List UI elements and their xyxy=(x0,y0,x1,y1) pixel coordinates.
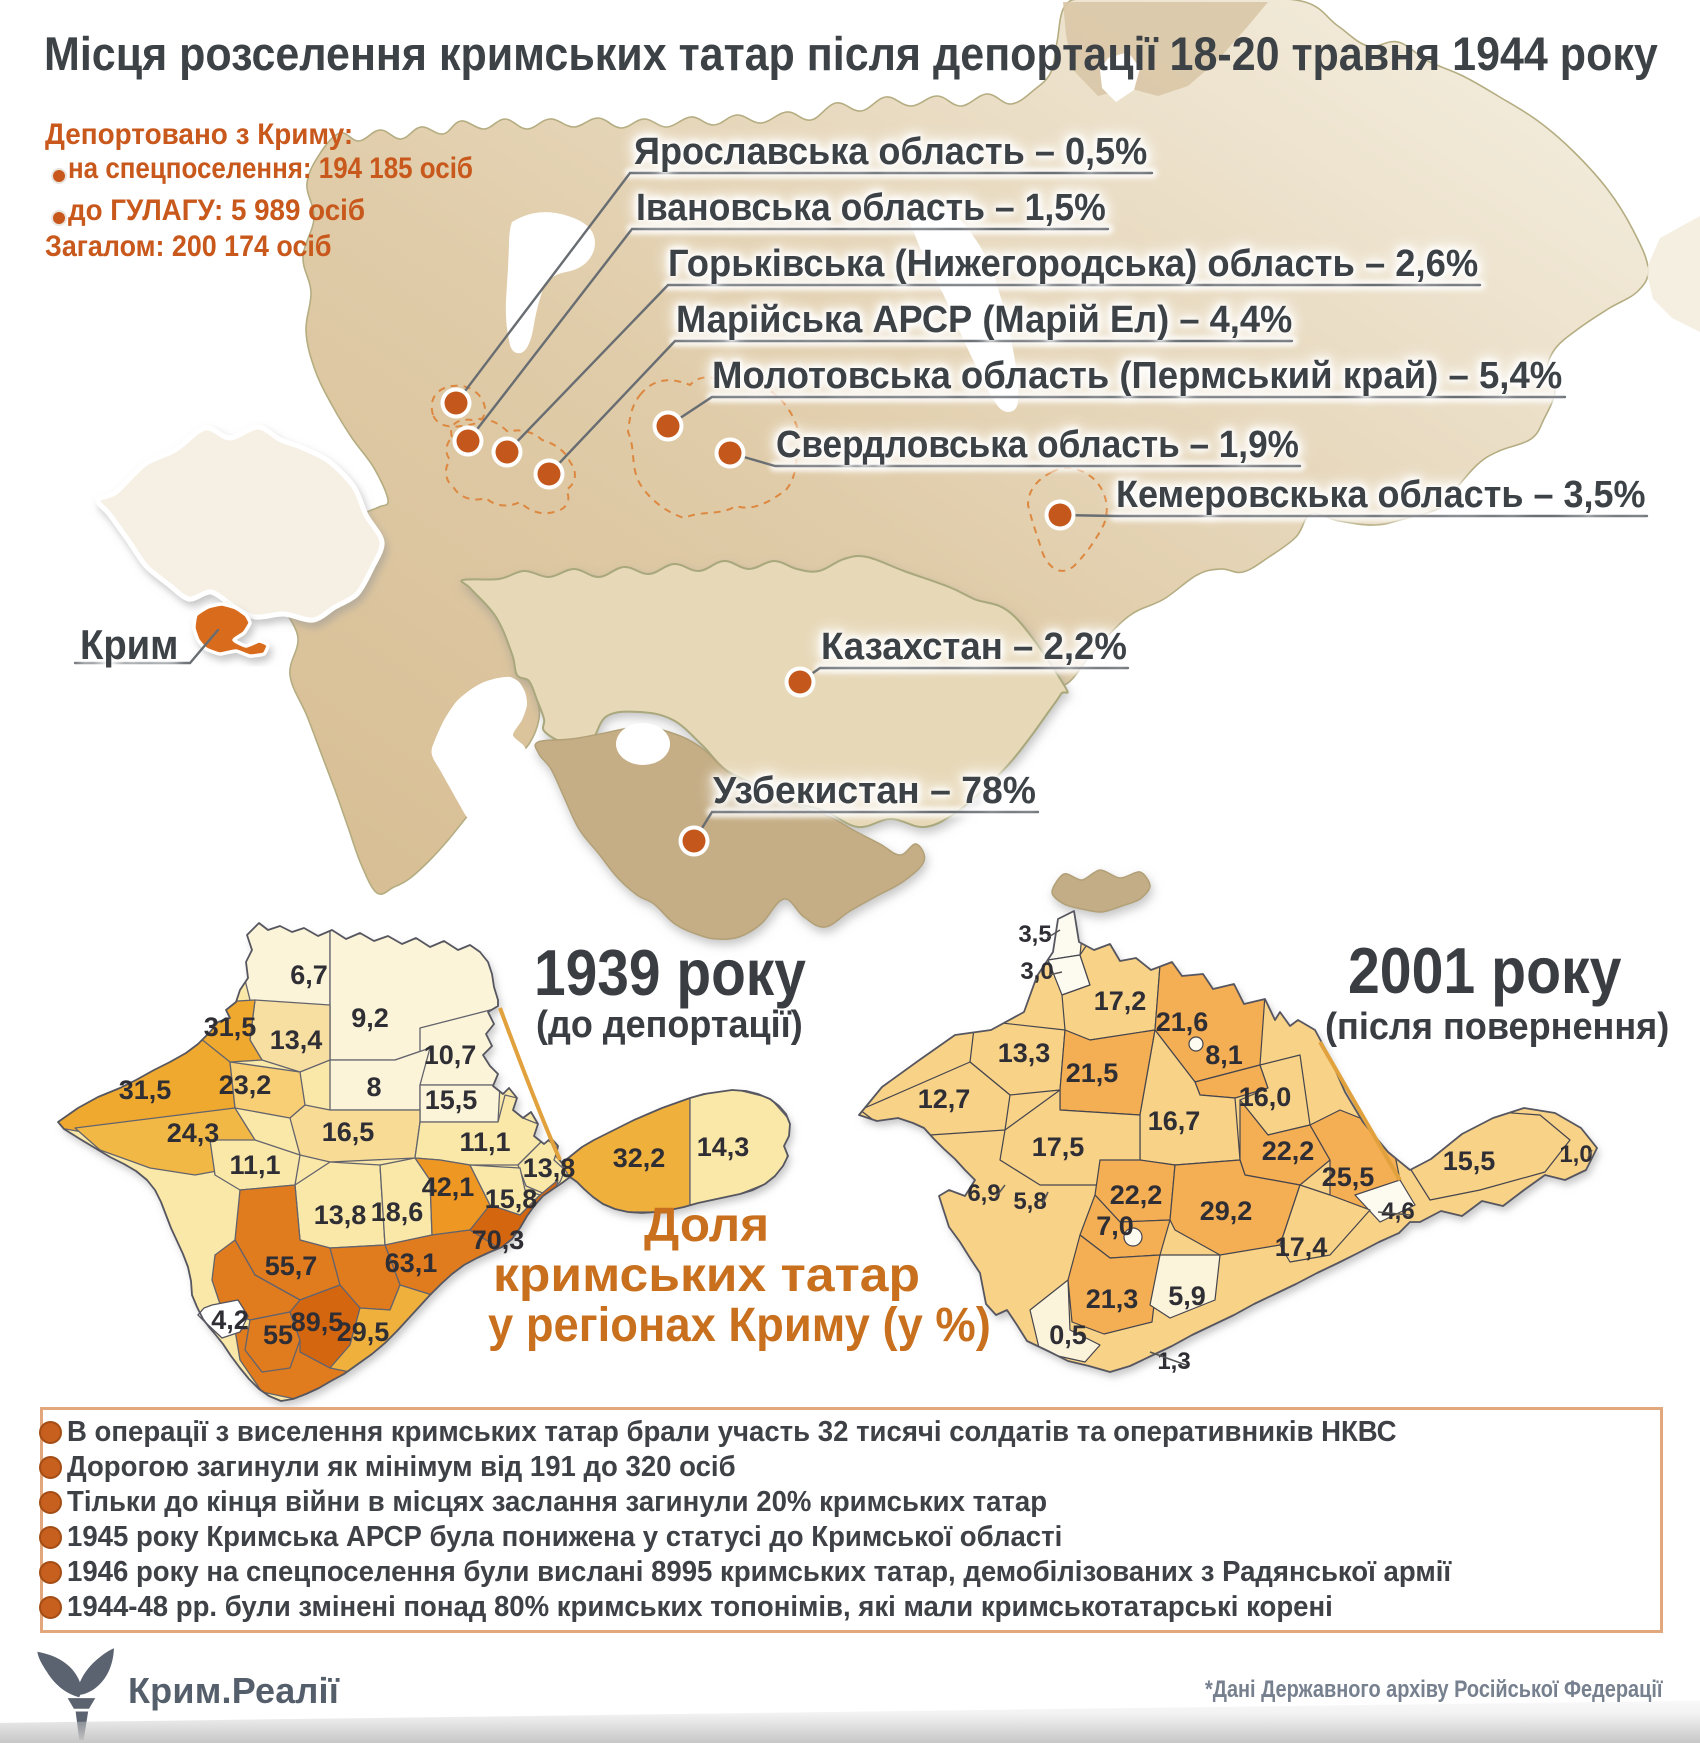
svg-text:32,2: 32,2 xyxy=(613,1143,666,1173)
svg-text:31,5: 31,5 xyxy=(119,1075,172,1105)
svg-text:6,7: 6,7 xyxy=(290,960,328,990)
svg-text:29,2: 29,2 xyxy=(1200,1196,1253,1226)
svg-text:1,0: 1,0 xyxy=(1559,1141,1592,1168)
svg-text:21,3: 21,3 xyxy=(1086,1284,1139,1314)
svg-text:13,8: 13,8 xyxy=(314,1200,367,1230)
svg-text:25,5: 25,5 xyxy=(1322,1162,1375,1192)
svg-text:12,7: 12,7 xyxy=(918,1084,971,1114)
svg-text:16,7: 16,7 xyxy=(1148,1106,1201,1136)
svg-text:1,3: 1,3 xyxy=(1157,1348,1190,1375)
svg-text:31,5: 31,5 xyxy=(204,1012,257,1042)
svg-text:13,4: 13,4 xyxy=(270,1025,323,1055)
svg-text:22,2: 22,2 xyxy=(1262,1136,1315,1166)
svg-text:0,5: 0,5 xyxy=(1049,1320,1087,1350)
svg-text:15,5: 15,5 xyxy=(1443,1146,1496,1176)
svg-text:11,1: 11,1 xyxy=(229,1150,280,1180)
svg-text:9,2: 9,2 xyxy=(351,1003,389,1033)
svg-text:5,9: 5,9 xyxy=(1168,1281,1206,1311)
svg-text:17,2: 17,2 xyxy=(1094,986,1147,1016)
svg-text:15,8: 15,8 xyxy=(485,1184,538,1214)
svg-text:16,5: 16,5 xyxy=(322,1117,375,1147)
svg-text:29,5: 29,5 xyxy=(337,1317,390,1347)
svg-text:42,1: 42,1 xyxy=(422,1172,475,1202)
svg-text:55: 55 xyxy=(263,1320,293,1350)
svg-text:6,9: 6,9 xyxy=(967,1180,1000,1207)
svg-text:3,5: 3,5 xyxy=(1018,921,1051,948)
svg-text:15,5: 15,5 xyxy=(425,1085,478,1115)
svg-text:22,2: 22,2 xyxy=(1110,1180,1163,1210)
svg-text:89,5: 89,5 xyxy=(291,1307,344,1337)
svg-text:8: 8 xyxy=(366,1072,381,1102)
svg-text:8,1: 8,1 xyxy=(1205,1040,1243,1070)
svg-text:55,7: 55,7 xyxy=(265,1251,318,1281)
svg-text:18,6: 18,6 xyxy=(371,1197,424,1227)
svg-text:14,3: 14,3 xyxy=(697,1132,750,1162)
svg-text:63,1: 63,1 xyxy=(385,1248,438,1278)
svg-text:24,3: 24,3 xyxy=(167,1118,220,1148)
svg-text:10,7: 10,7 xyxy=(424,1040,477,1070)
svg-text:70,3: 70,3 xyxy=(472,1225,525,1255)
svg-text:3,0: 3,0 xyxy=(1020,958,1053,985)
svg-text:23,2: 23,2 xyxy=(219,1070,272,1100)
svg-text:4,2: 4,2 xyxy=(211,1305,249,1335)
svg-text:21,5: 21,5 xyxy=(1066,1058,1119,1088)
svg-text:11,1: 11,1 xyxy=(459,1127,510,1157)
svg-text:7,0: 7,0 xyxy=(1096,1211,1134,1241)
svg-text:16,0: 16,0 xyxy=(1239,1082,1292,1112)
svg-text:17,4: 17,4 xyxy=(1275,1232,1328,1262)
svg-text:13,8: 13,8 xyxy=(523,1153,576,1183)
svg-text:21,6: 21,6 xyxy=(1156,1007,1209,1037)
svg-text:17,5: 17,5 xyxy=(1032,1132,1085,1162)
svg-text:4,6: 4,6 xyxy=(1381,1198,1414,1225)
svg-text:13,3: 13,3 xyxy=(998,1038,1051,1068)
svg-text:5,8: 5,8 xyxy=(1013,1188,1046,1215)
